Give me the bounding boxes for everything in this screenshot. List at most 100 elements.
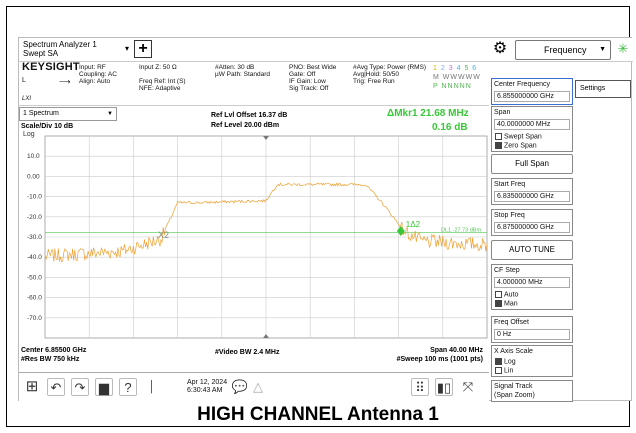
frequency-menu: Center Frequency 6.855000000 GHz Setting… — [489, 64, 633, 402]
signal-track-label: Signal Track — [494, 383, 533, 390]
swept-span-option[interactable]: Swept Span — [492, 132, 572, 141]
stop-freq-value[interactable]: 6.875000000 GHz — [494, 222, 570, 233]
trace-indicators: 1 2 3 4 5 6 M WWWWW P NNNNN — [433, 64, 481, 91]
trace-numbers: 1 2 3 4 5 6 — [433, 64, 481, 73]
date-text: Apr 12, 2024 — [187, 379, 228, 386]
clock: Apr 12, 2024 6:30:43 AM — [187, 379, 227, 395]
auto-tune-button[interactable]: AUTO TUNE — [491, 240, 573, 260]
cf-step-auto-option[interactable]: Auto — [492, 290, 572, 299]
redo-icon[interactable]: ↷ — [71, 378, 89, 396]
marker-1 — [396, 225, 405, 236]
display-icon[interactable]: ▮▯ — [435, 378, 453, 396]
span-control[interactable]: Span 40.0000000 MHz Swept Span Zero Span — [491, 106, 573, 152]
swept-span-label: Swept Span — [504, 133, 542, 141]
freq-offset-label: Freq Offset — [494, 319, 529, 326]
stop-freq-control[interactable]: Stop Freq 6.875000000 GHz — [491, 209, 573, 236]
stop-freq-label: Stop Freq — [494, 212, 525, 219]
x-axis-scale-label: X Axis Scale — [494, 348, 533, 355]
window-select-label: 1 Spectrum — [23, 110, 59, 117]
screen-tab[interactable]: Spectrum Analyzer 1 Swept SA — [23, 40, 97, 58]
x-axis-scale-control[interactable]: X Axis Scale Log Lin — [491, 345, 573, 377]
settings-tab[interactable]: Settings — [575, 80, 631, 98]
cf-step-control[interactable]: CF Step 4.000000 MHz Auto Man — [491, 264, 573, 310]
log-option-label: Log — [504, 358, 516, 366]
chevron-down-icon: ▼ — [107, 111, 113, 117]
windows-start-icon[interactable]: ⊞ — [25, 378, 39, 395]
y-tick-label: -70.0 — [27, 315, 42, 322]
ref-offset: Ref Lvl Offset 16.37 dB — [211, 112, 288, 119]
signal-track-sub: (Span Zoom) — [494, 392, 535, 399]
trace-type-row: M WWWWW — [433, 74, 481, 81]
cf-step-label: CF Step — [494, 267, 520, 274]
brand-logo: KEYSIGHT — [22, 61, 80, 73]
file-icon[interactable]: ▆ — [95, 378, 113, 396]
span-value[interactable]: 40.0000000 MHz — [494, 119, 570, 130]
add-screen-button[interactable]: + — [134, 40, 152, 58]
start-freq-label: Start Freq — [494, 181, 526, 188]
y-tick-label: -30.0 — [27, 234, 42, 241]
avg-info: #Avg Type: Power (RMS) Avg|Hold: 50/50 T… — [353, 64, 427, 85]
trace-1 — [44, 182, 488, 263]
scale-div: Scale/Div 10 dB — [21, 123, 74, 130]
start-freq-value[interactable]: 6.835000000 GHz — [494, 191, 570, 202]
trace-num: 3 — [448, 65, 454, 72]
atten-info: #Atten: 30 dB µW Path: Standard — [215, 64, 271, 78]
tab-bar: Spectrum Analyzer 1 Swept SA ▾ + ⚙ Frequ… — [19, 38, 633, 62]
x-axis-lin-option[interactable]: Lin — [492, 366, 572, 375]
marker-2: X2 — [158, 230, 169, 240]
chevron-down-icon[interactable]: ▾ — [125, 44, 130, 53]
undo-icon[interactable]: ↶ — [47, 378, 65, 396]
start-freq-control[interactable]: Start Freq 6.835000000 GHz — [491, 178, 573, 205]
y-tick-label: -40.0 — [27, 254, 42, 261]
center-frequency-control[interactable]: Center Frequency 6.855000000 GHz — [491, 78, 573, 105]
trace-num: 5 — [464, 65, 470, 72]
radio-off-icon — [495, 367, 502, 375]
signal-track-control[interactable]: Signal Track (Span Zoom) — [491, 380, 573, 402]
sweep-readout: #Sweep 100 ms (1001 pts) — [396, 356, 483, 363]
cf-step-man-option[interactable]: Man — [492, 299, 572, 308]
keypad-icon[interactable]: ⠿ — [411, 378, 429, 396]
cf-step-value[interactable]: 4.000000 MHz — [494, 277, 570, 288]
zero-span-option[interactable]: Zero Span — [492, 141, 572, 150]
menu-select[interactable]: Frequency ▼ — [515, 40, 611, 60]
ref-level: Ref Level 20.00 dBm — [211, 122, 280, 129]
zero-span-label: Zero Span — [504, 142, 537, 150]
center-frequency-label: Center Frequency — [494, 81, 551, 88]
x-axis-log-option[interactable]: Log — [492, 357, 572, 366]
y-tick-label: -60.0 — [27, 295, 42, 302]
fullscreen-icon[interactable]: ⤧ — [462, 379, 474, 394]
marker-readout-freq: ΔMkr1 21.68 MHz — [387, 108, 469, 119]
center-freq-readout: Center 6.85500 GHz — [21, 347, 87, 354]
separator-icon: │ — [148, 381, 156, 393]
menu-select-label: Frequency — [544, 45, 587, 55]
y-tick-label: -10.0 — [27, 194, 42, 201]
tab-title-line1: Spectrum Analyzer 1 — [23, 40, 97, 49]
tab-title-line2: Swept SA — [23, 49, 59, 58]
brand-sub: L — [22, 77, 26, 84]
taskbar: ⊞ ↶ ↷ ▆ ? │ Apr 12, 2024 6:30:43 AM 💬 △ … — [19, 372, 489, 402]
input-z-info: Input Z: 50 Ω Freq Ref: Int (S) NFE: Ada… — [139, 64, 186, 92]
radio-off-icon — [495, 291, 502, 298]
settings-summary[interactable]: KEYSIGHT L ⟶ LXI Input: RF Coupling: AC … — [19, 62, 489, 106]
full-span-button[interactable]: Full Span — [491, 154, 573, 174]
log-label: Log — [23, 131, 35, 138]
y-tick-label: -20.0 — [27, 214, 42, 221]
center-frequency-value[interactable]: 6.855000000 GHz — [494, 91, 570, 102]
input-arrow-icon: ⟶ — [59, 77, 71, 86]
message-icon[interactable]: 💬 — [231, 379, 249, 394]
freq-offset-control[interactable]: Freq Offset 0 Hz — [491, 316, 573, 343]
input-info: Input: RF Coupling: AC Align: Auto — [79, 64, 117, 85]
time-text: 6:30:43 AM — [187, 387, 223, 394]
gear-icon[interactable]: ⚙ — [492, 40, 508, 57]
freq-offset-value[interactable]: 0 Hz — [494, 329, 570, 340]
spectrum-plot[interactable]: 10.0 0.00 -10.0 -20.0 -30.0 -40.0 -50.0 -60.0 -7… — [23, 132, 489, 342]
radio-on-icon — [495, 300, 502, 308]
spectrum-graticule: 10.0 0.00 -10.0 -20.0 -30.0 -40.0 -50.0 -60.0 -7… — [27, 135, 488, 339]
display-line-label: DL1 -27.73 dBm — [441, 227, 481, 233]
warning-icon[interactable]: △ — [253, 379, 263, 394]
window-select[interactable]: 1 Spectrum ▼ — [19, 107, 117, 121]
man-label: Man — [504, 300, 518, 308]
center-bottom-marker — [263, 334, 269, 338]
span-readout: Span 40.00 MHz — [430, 347, 483, 354]
help-icon[interactable]: ? — [119, 378, 137, 396]
